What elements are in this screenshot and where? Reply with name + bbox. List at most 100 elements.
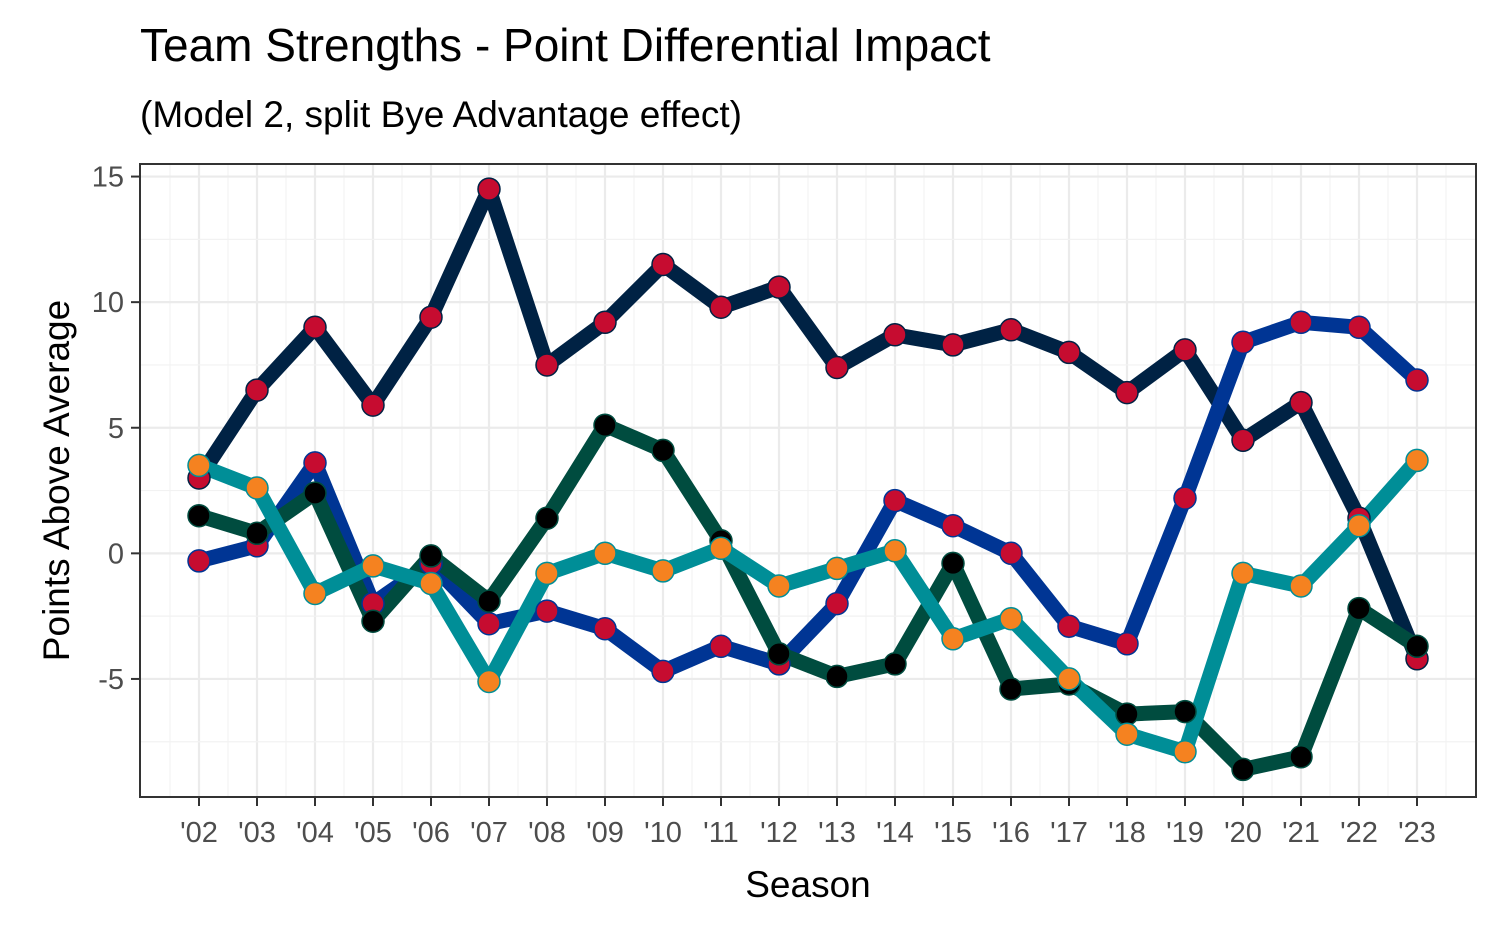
data-point — [999, 677, 1023, 701]
y-axis: 15 10 5 0 -5 — [92, 162, 140, 696]
data-point — [1173, 338, 1197, 362]
data-point — [825, 664, 849, 689]
data-point — [941, 551, 965, 576]
data-point — [361, 554, 385, 578]
data-point — [1347, 513, 1371, 538]
series-line-1 — [191, 181, 1425, 667]
x-tick-label: '20 — [1224, 817, 1262, 849]
chart-title: Team Strengths - Point Differential Impa… — [140, 19, 991, 71]
x-tick-label: '15 — [934, 817, 972, 849]
data-point — [1115, 702, 1139, 726]
data-point — [535, 561, 559, 586]
x-tick-label: '13 — [818, 817, 856, 849]
data-point — [1231, 428, 1255, 453]
data-point — [361, 609, 385, 633]
data-point — [535, 599, 559, 623]
x-tick-label: '06 — [412, 817, 450, 849]
series-line-3 — [191, 417, 1425, 777]
data-point — [535, 353, 559, 377]
x-tick-label: '08 — [528, 817, 566, 849]
data-point — [999, 541, 1023, 566]
data-point — [1115, 722, 1139, 746]
x-tick-label: '23 — [1398, 817, 1436, 849]
data-point — [883, 539, 907, 563]
x-axis: '02 '03 '04 '05 '06 '07 '08 '09 '10 '11 '12 '13 '14 '… — [180, 797, 1436, 849]
x-tick-label: '05 — [354, 817, 392, 849]
x-tick-label: '22 — [1340, 817, 1378, 849]
series-lines — [191, 181, 1425, 777]
data-point — [825, 556, 849, 581]
x-tick-label: '03 — [238, 817, 276, 849]
data-point — [1057, 340, 1081, 365]
data-point — [941, 627, 965, 651]
data-point — [1289, 745, 1313, 769]
data-point — [187, 453, 211, 478]
series-line-4 — [191, 452, 1425, 760]
data-point — [941, 513, 965, 538]
data-point — [999, 318, 1023, 342]
y-tick-label: 0 — [108, 538, 124, 570]
data-point — [477, 589, 501, 613]
data-point — [245, 521, 269, 546]
series-points — [187, 177, 1429, 782]
data-point — [1173, 699, 1197, 724]
data-point — [303, 451, 327, 475]
data-point — [1231, 561, 1255, 586]
x-tick-label: '10 — [644, 817, 682, 849]
data-point — [419, 305, 443, 329]
data-point — [767, 642, 791, 666]
data-point — [303, 581, 327, 606]
data-point — [651, 438, 675, 463]
data-point — [651, 659, 675, 684]
data-point — [651, 559, 675, 583]
x-tick-label: '18 — [1108, 817, 1146, 849]
data-point — [941, 333, 965, 357]
data-point — [1173, 740, 1197, 764]
data-point — [477, 669, 501, 694]
x-tick-label: '16 — [992, 817, 1030, 849]
x-tick-label: '19 — [1166, 817, 1204, 849]
data-point — [709, 295, 733, 319]
data-point — [593, 310, 617, 335]
data-point — [883, 323, 907, 347]
x-tick-label: '14 — [876, 817, 914, 849]
data-point — [709, 536, 733, 561]
data-point — [187, 549, 211, 573]
data-point — [1347, 596, 1371, 621]
data-point — [535, 506, 559, 530]
data-point — [361, 393, 385, 417]
data-point — [1405, 368, 1429, 392]
data-point — [883, 652, 907, 676]
data-point — [245, 378, 269, 402]
data-point — [767, 275, 791, 299]
data-point — [593, 616, 617, 641]
grid-lines — [140, 164, 1476, 797]
data-point — [1057, 614, 1081, 638]
data-point — [1173, 486, 1197, 510]
data-point — [1405, 634, 1429, 659]
x-axis-title: Season — [745, 864, 871, 905]
data-point — [419, 544, 443, 568]
data-point — [1231, 330, 1255, 355]
x-tick-label: '17 — [1050, 817, 1088, 849]
data-point — [825, 591, 849, 616]
data-point — [999, 606, 1023, 631]
data-point — [1289, 310, 1313, 335]
y-tick-label: 5 — [108, 413, 124, 445]
data-point — [709, 634, 733, 659]
x-tick-label: '07 — [470, 817, 508, 849]
data-point — [651, 252, 675, 277]
data-point — [419, 571, 443, 596]
data-point — [593, 413, 617, 437]
data-point — [1347, 315, 1371, 340]
data-point — [303, 481, 327, 505]
chart-subtitle: (Model 2, split Bye Advantage effect) — [140, 94, 742, 135]
x-tick-label: '11 — [703, 817, 739, 849]
data-point — [1289, 390, 1313, 415]
data-point — [1057, 667, 1081, 691]
x-tick-label: '04 — [296, 817, 334, 849]
data-point — [477, 177, 501, 201]
y-tick-label: 15 — [92, 162, 124, 194]
data-point — [825, 355, 849, 380]
